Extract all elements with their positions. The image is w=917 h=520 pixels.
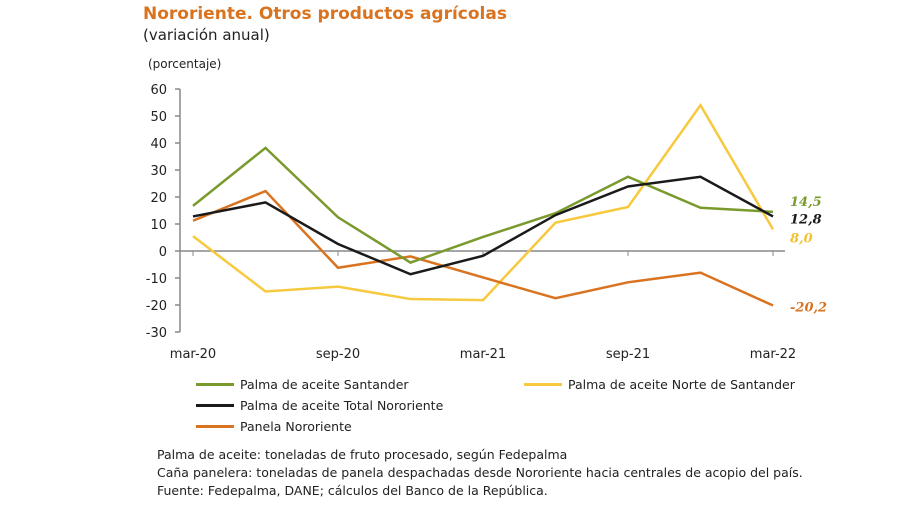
series-line-0 [192,146,774,264]
legend-label: Palma de aceite Santander [240,377,409,392]
legend-swatch [196,404,234,407]
y-tick-label: 50 [150,110,167,125]
footnote-source: Fuente: Fedepalma, DANE; cálculos del Ba… [157,483,548,498]
chart-subtitle: (variación anual) [143,26,270,44]
series-line-2 [192,175,774,276]
end-value-label: -20,2 [790,301,827,316]
x-tick-label: mar-20 [170,347,216,362]
footnote-palma: Palma de aceite: toneladas de fruto proc… [157,447,568,462]
legend-item-total: Palma de aceite Total Nororiente [196,398,443,413]
legend-label: Palma de aceite Norte de Santander [568,377,795,392]
x-tick-label: mar-21 [460,347,506,362]
series-line-3 [192,189,774,307]
legend-label: Panela Nororiente [240,419,352,434]
y-tick-label: 60 [150,83,167,98]
end-value-label: 12,8 [790,212,822,227]
y-tick-label: 40 [150,137,167,152]
series-line-1 [192,102,775,302]
x-tick-label: sep-20 [316,347,360,362]
y-tick-label: 20 [150,191,167,206]
y-tick-label: 10 [150,218,167,233]
y-tick-label: 0 [159,245,167,260]
end-value-label: 14,5 [790,195,822,210]
y-tick-label: -10 [146,272,167,287]
legend-item-santander: Palma de aceite Santander [196,377,409,392]
legend-swatch [196,425,234,428]
legend-swatch [524,383,562,386]
footnote-cana: Caña panelera: toneladas de panela despa… [157,465,803,480]
legend-item-panela: Panela Nororiente [196,419,352,434]
end-value-label: 8,0 [790,231,813,246]
y-tick-label: -20 [146,299,167,314]
y-tick-label: -30 [146,326,167,341]
legend-label: Palma de aceite Total Nororiente [240,398,444,413]
x-tick-label: sep-21 [606,347,650,362]
chart-title: Nororiente. Otros productos agrícolas [143,4,507,24]
y-axis-label: (porcentaje) [148,57,222,71]
y-tick-label: 30 [150,164,167,179]
legend-item-norte-santander: Palma de aceite Norte de Santander [524,377,795,392]
footnotes: Palma de aceite: toneladas de fruto proc… [157,446,803,500]
x-tick-label: mar-22 [750,347,796,362]
legend-swatch [196,383,234,386]
